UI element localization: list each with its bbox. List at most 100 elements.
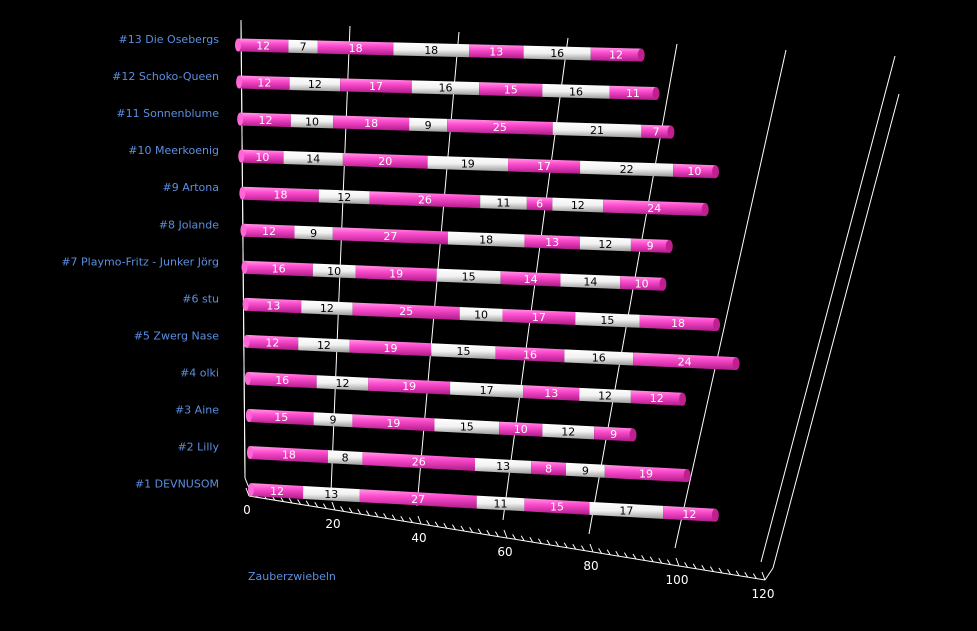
bar-segment	[500, 271, 561, 287]
data-label: 11	[497, 196, 511, 209]
bar-cap-end	[712, 165, 720, 179]
bar-cap-start	[237, 112, 244, 126]
x-tick	[314, 501, 319, 508]
data-label: 12	[561, 426, 575, 439]
bar-segment	[450, 381, 524, 399]
x-tick	[632, 553, 637, 560]
bar-segment	[609, 85, 657, 101]
data-label: 12	[598, 390, 612, 403]
category-label: #9 Artona	[162, 181, 219, 194]
bar-segment	[368, 377, 451, 395]
bar-segment	[620, 275, 663, 291]
data-label: 27	[411, 493, 425, 506]
data-label: 6	[536, 198, 543, 211]
bar-cap-start	[244, 371, 251, 385]
x-tick	[417, 515, 422, 525]
bar-segment	[479, 82, 543, 97]
data-label: 15	[600, 314, 614, 327]
bar-segment	[332, 227, 448, 245]
data-label: 9	[582, 464, 589, 477]
data-label: 16	[438, 82, 452, 95]
data-label: 13	[324, 488, 338, 501]
bar-segment	[362, 451, 475, 471]
bar-segment	[283, 151, 343, 166]
data-label: 16	[523, 348, 537, 361]
bar-cap-start	[243, 334, 250, 348]
x-tick	[383, 513, 388, 519]
x-tick	[752, 573, 757, 579]
x-tick	[641, 555, 646, 561]
y-axis-line	[240, 19, 246, 479]
x-tick	[297, 499, 302, 505]
data-label: 15	[550, 501, 564, 514]
bar-segment	[312, 263, 356, 279]
bar-segment	[663, 505, 716, 522]
bar-segment	[240, 112, 291, 128]
bar-segment	[352, 302, 460, 321]
data-label: 15	[456, 345, 470, 358]
x-tick	[555, 541, 560, 547]
bar-cap-end	[732, 357, 740, 371]
bar-segment	[409, 117, 448, 132]
bar-segment	[565, 462, 605, 478]
data-label: 12	[257, 77, 271, 90]
bar-segment	[355, 265, 437, 282]
category-label: #12 Schoko-Queen	[112, 70, 219, 83]
category-label: #11 Sonnenblume	[116, 107, 219, 120]
x-tick	[589, 543, 594, 553]
data-label: 16	[592, 351, 606, 364]
x-tick	[391, 514, 396, 521]
bar-segment	[318, 189, 370, 205]
data-label: 27	[383, 230, 397, 243]
x-tick	[606, 549, 611, 556]
data-label: 12	[571, 199, 585, 212]
data-label: 16	[275, 374, 289, 387]
chart-bars	[235, 38, 740, 522]
x-tick-label: 60	[497, 545, 512, 559]
category-label: #2 Lilly	[177, 441, 219, 454]
bar-cap-start	[242, 297, 249, 311]
bar-segment	[531, 460, 566, 476]
data-label: 11	[626, 87, 640, 100]
bar-segment	[630, 238, 670, 253]
data-label: 14	[583, 275, 597, 288]
bar-segment	[369, 191, 481, 209]
x-tick	[494, 531, 499, 537]
bar-segment	[589, 501, 664, 519]
x-tick	[512, 534, 517, 540]
bar-segment	[333, 115, 410, 131]
bar-segment	[474, 457, 532, 474]
bar-segment	[526, 196, 553, 211]
bar-cap-end	[637, 48, 645, 62]
x-tick	[727, 569, 732, 575]
category-label: #8 Jolande	[159, 218, 219, 231]
x-tick	[537, 538, 542, 544]
bar-segment	[630, 390, 683, 406]
bar-segment	[480, 195, 527, 210]
bar-segment	[524, 498, 590, 515]
data-label: 12	[308, 78, 322, 91]
data-label: 12	[262, 225, 276, 238]
data-label: 15	[462, 270, 476, 283]
data-label: 12	[317, 339, 331, 352]
bar-segment	[447, 231, 525, 248]
bar-segment	[476, 495, 525, 512]
x-tick-label: 120	[752, 587, 775, 601]
category-label: #3 Aine	[175, 404, 219, 417]
data-label: 16	[550, 47, 564, 60]
bar-segment	[580, 160, 674, 177]
data-label: 10	[305, 115, 319, 128]
data-label: 12	[598, 238, 612, 251]
data-label: 8	[545, 462, 552, 475]
x-tick	[245, 487, 250, 497]
bar-segment	[244, 260, 313, 277]
x-tick	[486, 529, 491, 536]
bar-segment	[288, 39, 318, 54]
data-label: 8	[342, 452, 349, 465]
data-label: 10	[474, 308, 488, 321]
data-label: 13	[266, 300, 280, 313]
bar-segment	[542, 423, 595, 440]
bar-segment	[301, 300, 353, 316]
bar-cap-start	[248, 483, 254, 497]
category-label: #10 Meerkoenig	[128, 144, 219, 157]
